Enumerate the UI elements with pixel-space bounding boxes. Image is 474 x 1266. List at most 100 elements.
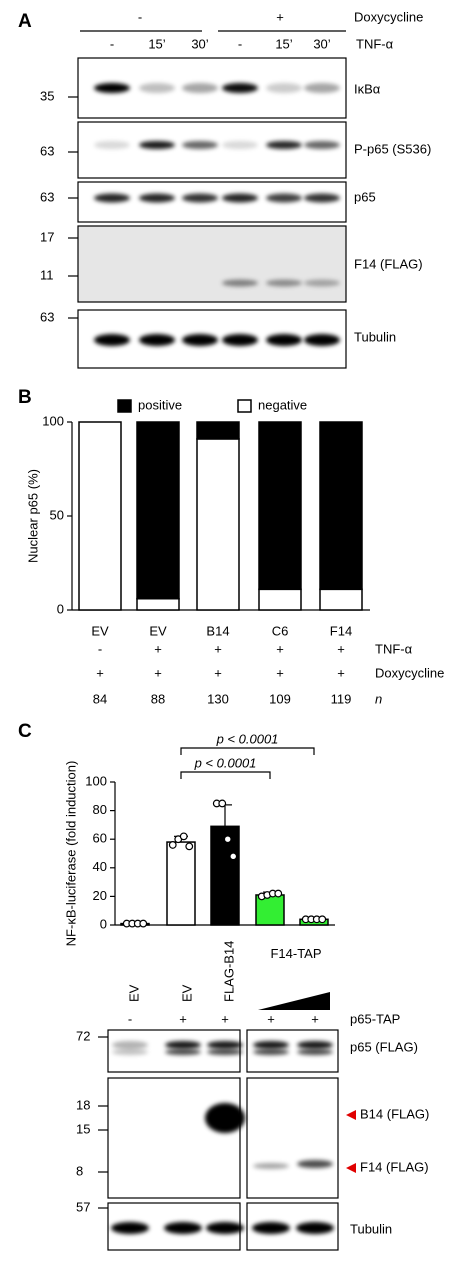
arrow	[346, 1163, 356, 1173]
band	[252, 1222, 290, 1234]
y-tick-label: 100	[42, 413, 64, 428]
band	[94, 83, 130, 93]
row-cell: +	[267, 1011, 275, 1026]
band	[266, 141, 302, 149]
y-tick-label: 60	[93, 831, 107, 846]
blot	[77, 309, 347, 369]
blot-background	[78, 226, 346, 302]
band	[182, 83, 218, 93]
annotation: p < 0.0001	[194, 755, 257, 770]
bar-segment	[136, 597, 180, 611]
blot-label: IκBα	[354, 81, 381, 96]
blot	[246, 1029, 339, 1073]
row-label: Doxycycline	[354, 9, 423, 24]
band	[304, 83, 340, 93]
row-cell: +	[214, 665, 222, 680]
band	[182, 193, 218, 203]
bar-segment	[319, 588, 363, 611]
mw-marker: 57	[76, 1199, 90, 1214]
lane-label: -	[238, 36, 242, 51]
x-tick-label: EV	[149, 623, 167, 638]
x-tick-label: C6	[272, 623, 289, 638]
blot-label: p65 (FLAG)	[350, 1039, 418, 1054]
band	[297, 1041, 333, 1049]
y-tick-label: 20	[93, 888, 107, 903]
data-point	[168, 841, 177, 849]
band	[253, 1041, 289, 1049]
significance-bracket	[180, 771, 271, 779]
band	[297, 1160, 333, 1168]
data-point	[218, 799, 227, 808]
lane-label: 15’	[148, 36, 165, 51]
band	[253, 1049, 289, 1055]
lane-label: 30’	[191, 36, 208, 51]
y-tick-label: 0	[100, 916, 107, 931]
blot-label: F14 (FLAG)	[354, 256, 423, 271]
row-cell: +	[311, 1011, 319, 1026]
blot	[77, 57, 347, 119]
bar-segment	[319, 421, 363, 591]
band	[304, 334, 340, 346]
mw-marker: 63	[40, 189, 54, 204]
band	[207, 1049, 243, 1055]
row-cell: +	[221, 1011, 229, 1026]
band	[165, 1049, 201, 1055]
bar	[210, 825, 240, 926]
y-tick-label: 80	[93, 802, 107, 817]
data-point	[179, 832, 188, 841]
band	[164, 1222, 202, 1234]
y-axis-title: Nuclear p65 (%)	[25, 469, 40, 563]
blot	[77, 121, 347, 179]
y-tick-label: 0	[57, 601, 64, 616]
row-label: TNF-α	[356, 36, 394, 51]
bar-segment	[258, 421, 302, 591]
y-tick-label: 50	[50, 507, 64, 522]
panel-letter: C	[18, 721, 32, 742]
lane-label: 30’	[313, 36, 330, 51]
band	[222, 334, 258, 346]
mw-marker: 11	[40, 267, 54, 282]
bar-segment	[196, 421, 240, 440]
band	[266, 334, 302, 346]
mw-marker: 8	[76, 1163, 83, 1178]
blot	[246, 1202, 339, 1251]
band	[304, 279, 340, 287]
band	[139, 83, 175, 93]
band	[112, 1049, 148, 1055]
panel-letter: B	[18, 387, 32, 408]
row-cell: +	[154, 641, 162, 656]
group-label: +	[276, 9, 284, 24]
row-cell: 109	[269, 691, 291, 706]
band	[266, 83, 302, 93]
band	[222, 141, 258, 149]
band	[94, 141, 130, 149]
titration-label: F14-TAP	[270, 946, 322, 961]
row-cell: -	[98, 641, 102, 656]
x-tick-label: B14	[206, 623, 229, 638]
blot	[77, 181, 347, 223]
band	[112, 1041, 148, 1049]
lane-label: FLAG-B14	[221, 941, 236, 1002]
legend-swatch	[117, 399, 132, 413]
mw-marker: 15	[76, 1121, 90, 1136]
row-cell: 130	[207, 691, 229, 706]
lane-label: -	[110, 36, 114, 51]
band	[206, 1222, 244, 1234]
band	[222, 193, 258, 203]
band	[304, 141, 340, 149]
row-cell: 88	[151, 691, 165, 706]
band	[139, 334, 175, 346]
lane-label: EV	[179, 984, 194, 1002]
band	[253, 1163, 289, 1169]
panel-letter: A	[18, 11, 32, 32]
group-label: -	[138, 9, 142, 24]
blot	[107, 1077, 241, 1199]
mw-marker: 63	[40, 143, 54, 158]
blot	[246, 1077, 339, 1199]
significance-bracket	[180, 747, 315, 755]
band	[296, 1222, 334, 1234]
row-label: n	[375, 691, 382, 706]
annotation: p < 0.0001	[216, 731, 279, 746]
data-point	[274, 889, 283, 898]
